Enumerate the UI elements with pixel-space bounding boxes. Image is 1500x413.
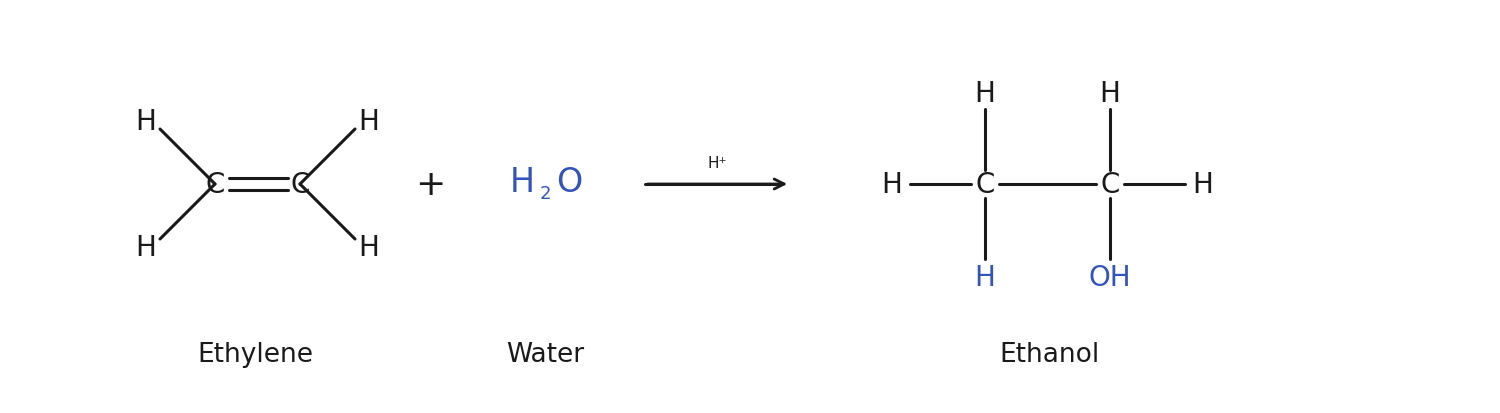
Text: Ethylene: Ethylene	[196, 341, 314, 367]
Text: H: H	[135, 233, 156, 261]
Text: H: H	[358, 233, 380, 261]
Text: OH: OH	[1089, 263, 1131, 291]
Text: C: C	[291, 171, 309, 199]
Text: Water: Water	[506, 341, 584, 367]
Text: C: C	[1101, 171, 1119, 199]
Text: H: H	[1100, 80, 1120, 108]
Text: C: C	[975, 171, 994, 199]
Text: O: O	[556, 165, 582, 198]
Text: C: C	[206, 171, 225, 199]
Text: H⁺: H⁺	[708, 155, 726, 170]
Text: H: H	[510, 165, 536, 198]
Text: H: H	[882, 171, 903, 199]
Text: H: H	[975, 263, 996, 291]
Text: H: H	[1192, 171, 1214, 199]
Text: 2: 2	[540, 185, 552, 202]
Text: Ethanol: Ethanol	[1000, 341, 1100, 367]
Text: H: H	[358, 108, 380, 136]
Text: H: H	[135, 108, 156, 136]
Text: H: H	[975, 80, 996, 108]
Text: +: +	[416, 168, 446, 202]
